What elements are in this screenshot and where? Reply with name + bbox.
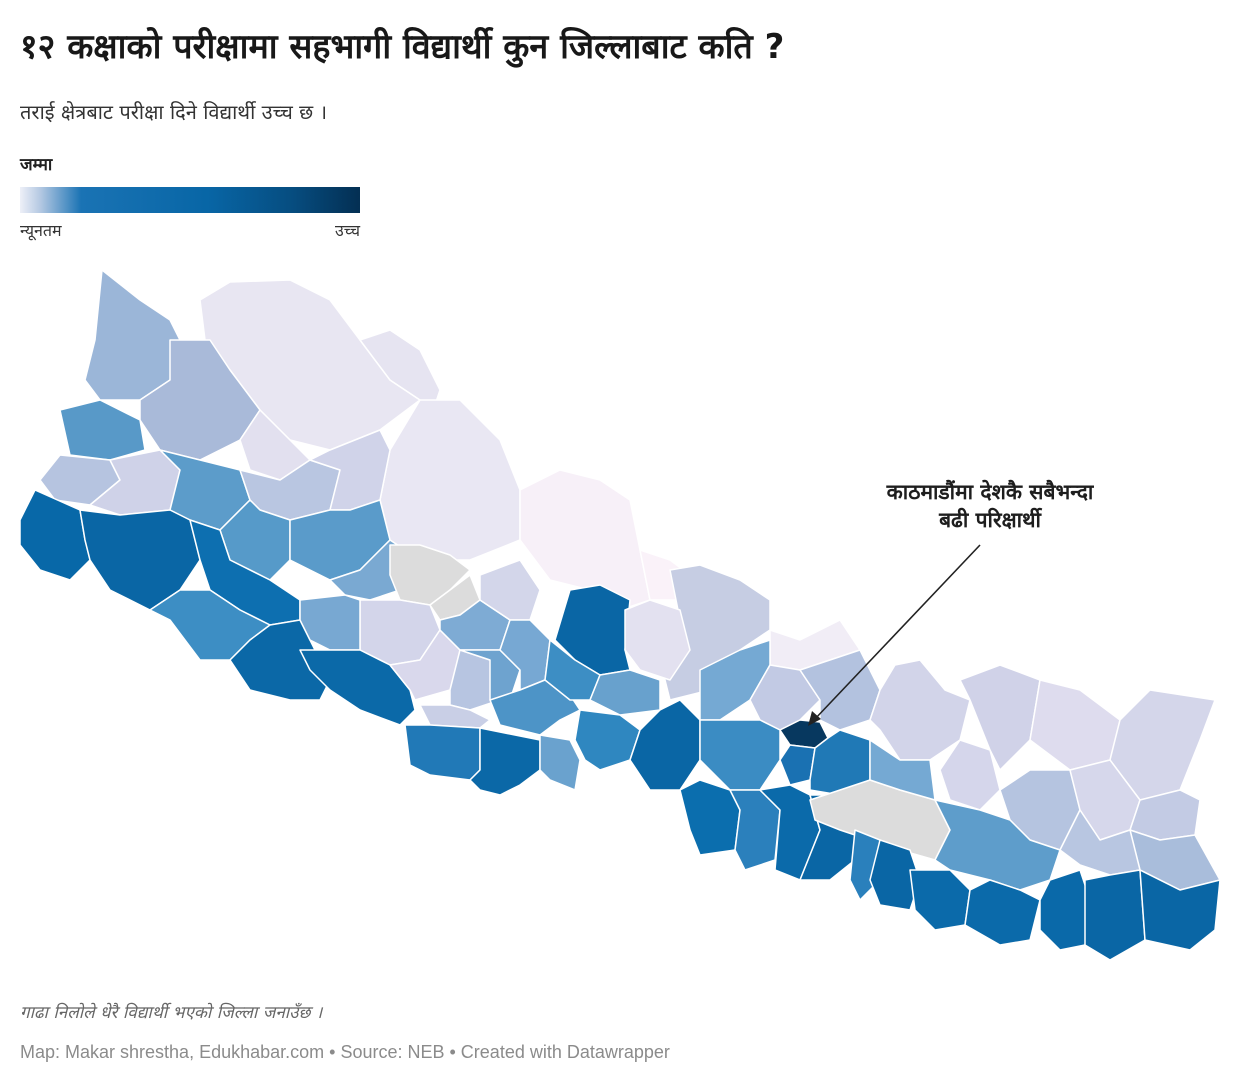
legend-max-label: उच्च — [335, 221, 360, 240]
district-region[interactable] — [1059, 809, 1141, 876]
district-region[interactable] — [299, 649, 416, 726]
district-region[interactable] — [404, 724, 481, 781]
district-region[interactable] — [869, 839, 921, 911]
page-subtitle: तराई क्षेत्रबाट परीक्षा दिने विद्यार्थी … — [20, 100, 328, 124]
annotation-pointer-line — [813, 544, 981, 721]
district-region[interactable] — [84, 269, 181, 401]
map-note: गाढा निलोले धेरै विद्यार्थी भएको जिल्ला … — [20, 1003, 323, 1023]
annotation-line-2: बढी परिक्षार्थी — [939, 508, 1041, 532]
district-region[interactable] — [779, 744, 816, 786]
source-credit: Map: Makar shrestha, Edukhabar.com • Sou… — [20, 1042, 670, 1062]
district-region[interactable] — [1039, 869, 1091, 951]
district-region[interactable] — [379, 399, 521, 561]
annotation-arrowhead-icon — [808, 711, 821, 726]
district-region[interactable] — [624, 599, 691, 681]
district-region[interactable] — [964, 879, 1041, 946]
district-region[interactable] — [629, 699, 701, 791]
district-region[interactable] — [589, 669, 661, 716]
district-region[interactable] — [574, 709, 641, 771]
legend-title: जम्मा — [20, 155, 53, 175]
district-region[interactable] — [469, 727, 541, 796]
district-region[interactable] — [59, 399, 146, 461]
color-legend: जम्मा न्यूनतम उच्च — [20, 152, 360, 241]
district-region[interactable] — [959, 664, 1041, 771]
annotation-line-1: काठमाडौंमा देशकै सबैभन्दा — [886, 480, 1094, 504]
legend-gradient-bar — [20, 187, 360, 213]
district-region[interactable] — [1029, 679, 1121, 771]
legend-labels: न्यूनतम उच्च — [20, 219, 360, 241]
district-region[interactable] — [909, 869, 971, 931]
kathmandu-annotation: काठमाडौंमा देशकै सबैभन्दा बढी परिक्षार्थ… — [840, 478, 1140, 534]
district-region[interactable] — [1084, 869, 1146, 960]
page-title: १२ कक्षाको परीक्षामा सहभागी विद्यार्थी क… — [20, 27, 785, 67]
district-region[interactable] — [869, 659, 971, 761]
district-region[interactable] — [539, 734, 581, 791]
nepal-district-map — [19, 269, 1221, 960]
legend-min-label: न्यूनतम — [20, 221, 62, 240]
district-region[interactable] — [699, 719, 781, 791]
district-region[interactable] — [934, 799, 1061, 891]
district-region[interactable] — [1139, 869, 1221, 951]
